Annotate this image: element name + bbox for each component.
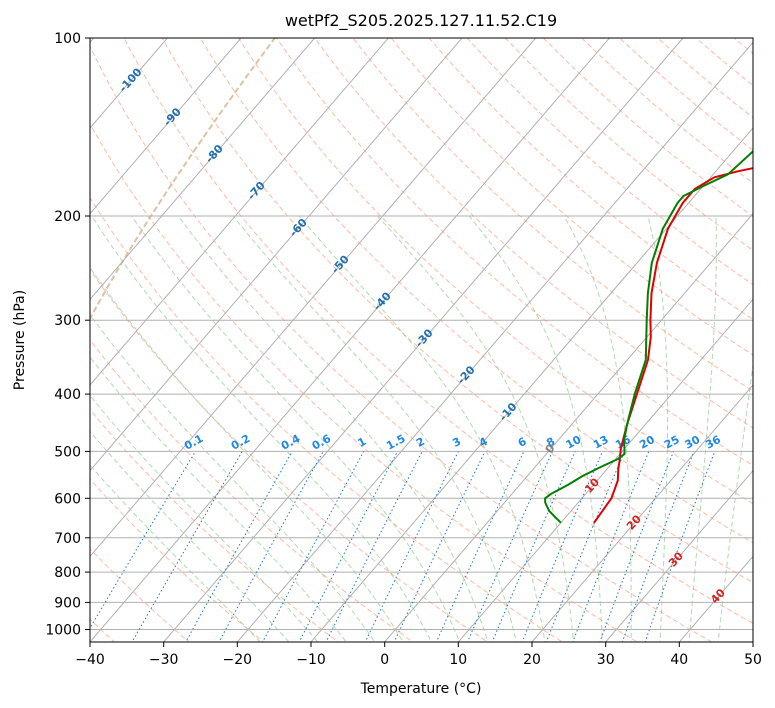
- moist-adiabat-line: [377, 215, 575, 642]
- condensation-curve: [90, 38, 277, 321]
- moist-adiabat-line: [298, 215, 546, 642]
- mixing-ratio-label: 25: [662, 433, 682, 452]
- x-axis-label: Temperature (°C): [360, 681, 482, 697]
- mixing-ratio-line: [90, 451, 196, 630]
- axes: −40 −30 −20 −10 0 10 20 30 40 50 100 200 300 400 500 60…: [45, 31, 762, 668]
- dry-adiabat-line: [466, 38, 753, 286]
- moist-adiabat-line: [232, 215, 517, 642]
- dry-adiabat-line: [542, 38, 753, 218]
- mixing-ratio-line: [644, 451, 716, 642]
- isotherm-line: [162, 38, 684, 642]
- moist-adiabat-line: [177, 215, 489, 642]
- dry-adiabat-line: [314, 38, 753, 429]
- dry-adiabat-line: [90, 196, 564, 642]
- isotherm-line: [90, 38, 611, 642]
- profile-lines: [544, 150, 753, 524]
- y-tick-label: 400: [54, 387, 81, 403]
- y-axis-label: Pressure (hPa): [12, 290, 28, 390]
- temperature-profile-line: [593, 167, 753, 524]
- mixing-ratio-line: [218, 451, 324, 642]
- mixing-ratio-line: [491, 451, 576, 642]
- y-tick-label: 800: [54, 565, 81, 581]
- y-tick-label: 100: [54, 31, 81, 47]
- mixing-ratio-line: [393, 451, 486, 642]
- isotherm-line: [604, 469, 753, 642]
- moist-adiabat-line: [468, 215, 603, 642]
- mixing-ratio-line: [131, 451, 243, 642]
- x-tick-label: 20: [523, 652, 541, 668]
- dewpoint-profile-line: [544, 150, 753, 524]
- isotherm-line: [90, 38, 316, 301]
- x-tick-label: 30: [597, 652, 615, 668]
- mixing-ratio-line: [521, 451, 603, 642]
- isotherm-line: [531, 384, 753, 642]
- mixing-ratio-line: [545, 451, 626, 642]
- moist-adiabat-line: [90, 464, 261, 642]
- dry-adiabat-line: [90, 122, 639, 642]
- mixing-ratio-label: 36: [703, 433, 723, 452]
- isotherm-line: [90, 38, 463, 472]
- dry-adiabat-line: [390, 38, 753, 356]
- mixing-ratio-line: [466, 451, 553, 642]
- isotherm-line: [90, 38, 390, 386]
- moist-adiabat-line: [717, 361, 753, 642]
- isotherm-line: [90, 38, 242, 215]
- isotherm-line: [310, 127, 753, 642]
- mixing-ratio-label: 13: [591, 433, 611, 452]
- plot-frame: [89, 37, 754, 643]
- moist-adiabat-line: [90, 430, 290, 642]
- y-tick-label: 900: [54, 595, 81, 611]
- dry-adiabat-line: [90, 478, 265, 642]
- moist-adiabat-line: [90, 266, 404, 642]
- y-tick-label: 600: [54, 491, 81, 507]
- dry-adiabat-line: [123, 38, 753, 624]
- x-tick-label: 50: [744, 652, 762, 668]
- dry-adiabat-line: [352, 38, 753, 392]
- x-tick-label: −30: [149, 652, 179, 668]
- mixing-ratio-label: 30: [683, 433, 703, 452]
- y-tick-label: 1000: [45, 623, 81, 639]
- dry-adiabat-line: [237, 38, 753, 505]
- isotherm-line: [383, 212, 753, 642]
- x-tick-label: −40: [75, 652, 105, 668]
- dry-adiabat-line: [428, 38, 753, 321]
- dry-adiabat-line: [275, 38, 753, 467]
- mixing-ratio-label: 10: [564, 433, 584, 452]
- isotherm-line: [457, 298, 753, 642]
- y-tick-label: 700: [54, 531, 81, 547]
- moist-adiabat-line: [90, 394, 319, 642]
- isotherm-line: [90, 38, 537, 558]
- chart-title: wetPf2_S205.2025.127.11.52.C19: [285, 11, 557, 31]
- y-tick-label: 300: [54, 313, 81, 329]
- dry-adiabat-line: [90, 268, 489, 642]
- y-tick-label: 500: [54, 444, 81, 460]
- mixing-ratio-line: [364, 451, 459, 642]
- moist-adiabat-line: [90, 356, 347, 642]
- mixing-ratio-line: [185, 451, 293, 642]
- x-tick-label: −20: [223, 652, 253, 668]
- dry-adiabat-line: [161, 38, 753, 584]
- dry-adiabat-line: [199, 38, 753, 544]
- background-lines: [90, 38, 753, 642]
- mixing-ratio-line: [262, 451, 365, 642]
- isotherm-line: [236, 41, 753, 642]
- x-tick-label: 0: [380, 652, 389, 668]
- x-tick-label: 40: [670, 652, 688, 668]
- x-tick-label: 10: [449, 652, 467, 668]
- moist-adiabat-line: [91, 215, 432, 642]
- moist-adiabat-line: [131, 215, 461, 642]
- x-tick-label: −10: [296, 652, 326, 668]
- mixing-ratio-label: 20: [637, 433, 657, 452]
- y-tick-label: 200: [54, 209, 81, 225]
